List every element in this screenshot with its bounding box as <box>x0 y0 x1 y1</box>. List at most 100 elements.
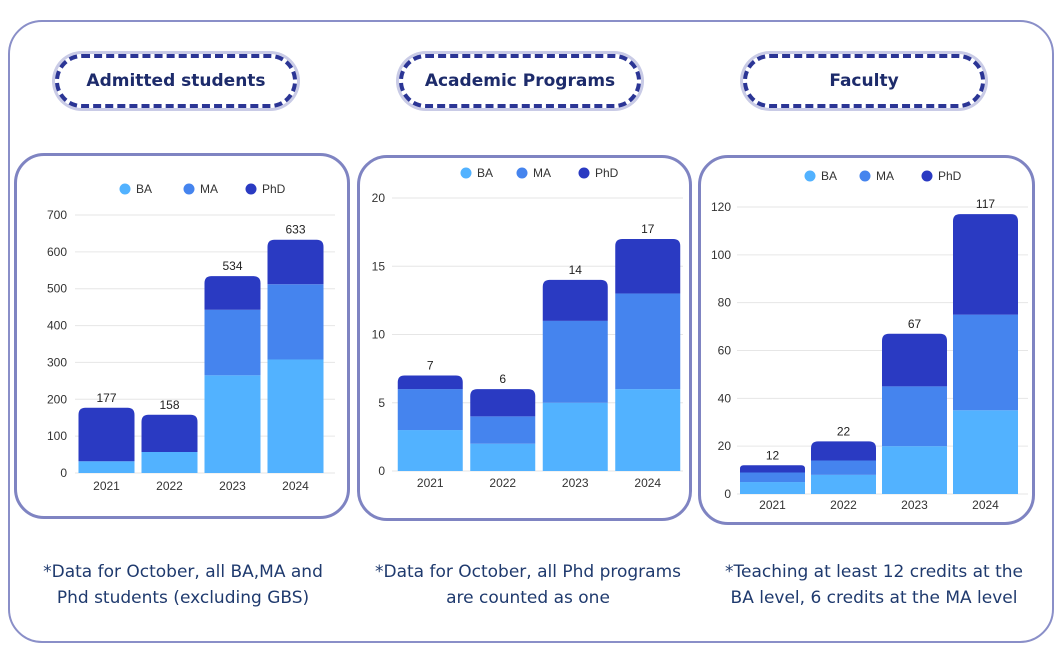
faculty-title: Faculty <box>743 54 985 108</box>
academic-programs-chart: 0 5 10 15 20 BA MA PhD 7 2021 6 2022 14 2023 17 2024 <box>357 155 692 521</box>
legend-marker <box>859 170 871 182</box>
bar-segment-phd <box>267 239 324 285</box>
bar-segment-phd <box>615 238 681 294</box>
admitted-students-chart: 0 100 200 300 400 500 600 700 BA MA PhD 177 2021 158 2… <box>14 153 350 519</box>
faculty-note: *Teaching at least 12 credits at the BA … <box>709 559 1039 611</box>
bar-segment-ba <box>953 410 1018 494</box>
y-tick-label: 5 <box>378 396 385 410</box>
y-tick-label: 0 <box>378 464 385 478</box>
bar-total-label: 117 <box>976 197 995 211</box>
bar-segment-ba <box>267 359 324 473</box>
bar-segment-ba <box>204 375 261 473</box>
bar-segment-ma <box>470 416 536 444</box>
bar-total-label: 67 <box>908 317 922 331</box>
bar-total-label: 177 <box>96 391 116 405</box>
bar-segment-ba <box>542 402 608 471</box>
legend-marker <box>921 170 933 182</box>
y-tick-label: 20 <box>718 439 732 453</box>
bar-segment-ba <box>615 389 681 471</box>
y-tick-label: 120 <box>711 200 731 214</box>
bar-segment-phd <box>470 389 536 417</box>
legend-marker <box>516 167 528 179</box>
note-line: *Data for October, all Phd programs <box>374 562 682 582</box>
x-tick-label: 2024 <box>282 479 309 493</box>
bar-segment-ba <box>78 461 135 473</box>
legend-label: PhD <box>595 166 619 180</box>
x-tick-label: 2024 <box>634 476 661 490</box>
y-tick-label: 300 <box>47 355 67 369</box>
x-tick-label: 2024 <box>972 498 999 512</box>
academic-programs-chart-svg: 0 5 10 15 20 BA MA PhD 7 2021 6 2022 14 2023 17 2024 <box>372 166 683 490</box>
legend-label: PhD <box>938 169 962 183</box>
legend-marker <box>245 183 257 195</box>
y-tick-label: 15 <box>372 259 386 273</box>
admitted-students-chart-svg: 0 100 200 300 400 500 600 700 BA MA PhD 177 2021 158 2… <box>47 182 335 493</box>
bar-segment-ba <box>141 451 198 473</box>
bar-segment-ba <box>397 430 463 471</box>
y-tick-label: 10 <box>372 328 386 342</box>
x-tick-label: 2023 <box>562 476 589 490</box>
x-tick-label: 2021 <box>417 476 444 490</box>
faculty-chart-svg: 0 20 40 60 80 100 120 BA MA PhD 12 2021 22 2022 67 2023… <box>711 169 1028 512</box>
x-tick-label: 2022 <box>830 498 857 512</box>
note-line: Phd students (excluding GBS) <box>56 588 310 608</box>
note-line: *Teaching at least 12 credits at the <box>725 562 1023 582</box>
bar-segment-ba <box>811 474 876 494</box>
bar-total-label: 17 <box>641 222 655 236</box>
bar-total-label: 12 <box>766 448 780 462</box>
bar-segment-ma <box>811 460 876 475</box>
bar-total-label: 14 <box>569 263 583 277</box>
y-tick-label: 200 <box>47 392 67 406</box>
bar-total-label: 7 <box>427 358 434 372</box>
y-tick-label: 40 <box>718 391 732 405</box>
bar-total-label: 6 <box>499 372 506 386</box>
legend-marker <box>460 167 472 179</box>
bar-segment-ba <box>882 446 947 494</box>
x-tick-label: 2023 <box>901 498 928 512</box>
bar-segment-phd <box>542 279 608 321</box>
legend-marker <box>183 183 195 195</box>
note-line: *Data for October, all BA,MA and <box>43 562 323 582</box>
bar-total-label: 633 <box>285 223 305 237</box>
bar-segment-phd <box>204 276 261 310</box>
bar-total-label: 534 <box>222 259 242 273</box>
bar-segment-ma <box>542 320 608 403</box>
x-tick-label: 2022 <box>156 479 183 493</box>
academic-programs-title: Academic Programs <box>399 54 641 108</box>
y-tick-label: 700 <box>47 208 67 222</box>
legend-label: MA <box>533 166 551 180</box>
bar-total-label: 22 <box>837 424 851 438</box>
y-tick-label: 500 <box>47 282 67 296</box>
legend-marker <box>119 183 131 195</box>
y-tick-label: 60 <box>718 344 732 358</box>
bar-segment-ma <box>267 284 324 360</box>
x-tick-label: 2021 <box>93 479 120 493</box>
legend-label: BA <box>477 166 493 180</box>
bar-segment-ba <box>740 482 805 494</box>
bar-segment-ma <box>204 309 261 376</box>
bar-segment-phd <box>78 407 135 462</box>
bar-segment-ma <box>615 293 681 390</box>
bar-segment-ma <box>953 314 1018 411</box>
legend-label: BA <box>821 169 837 183</box>
faculty-chart: 0 20 40 60 80 100 120 BA MA PhD 12 2021 22 2022 67 2023… <box>698 155 1035 525</box>
y-tick-label: 100 <box>47 429 67 443</box>
y-tick-label: 100 <box>711 248 731 262</box>
bar-segment-ba <box>470 443 536 471</box>
y-tick-label: 0 <box>724 487 731 501</box>
y-tick-label: 0 <box>60 466 67 480</box>
legend-label: BA <box>136 182 152 196</box>
legend-label: MA <box>200 182 218 196</box>
academic-programs-note: *Data for October, all Phd programs are … <box>363 559 693 611</box>
y-tick-label: 80 <box>718 296 732 310</box>
admitted-students-note: *Data for October, all BA,MA and Phd stu… <box>18 559 348 611</box>
note-line: are counted as one <box>446 588 610 608</box>
bar-segment-ma <box>740 472 805 483</box>
legend-label: PhD <box>262 182 286 196</box>
x-tick-label: 2022 <box>489 476 516 490</box>
legend-marker <box>578 167 590 179</box>
bar-segment-phd <box>141 414 198 452</box>
bar-segment-ma <box>397 389 463 431</box>
x-tick-label: 2021 <box>759 498 786 512</box>
y-tick-label: 400 <box>47 319 67 333</box>
